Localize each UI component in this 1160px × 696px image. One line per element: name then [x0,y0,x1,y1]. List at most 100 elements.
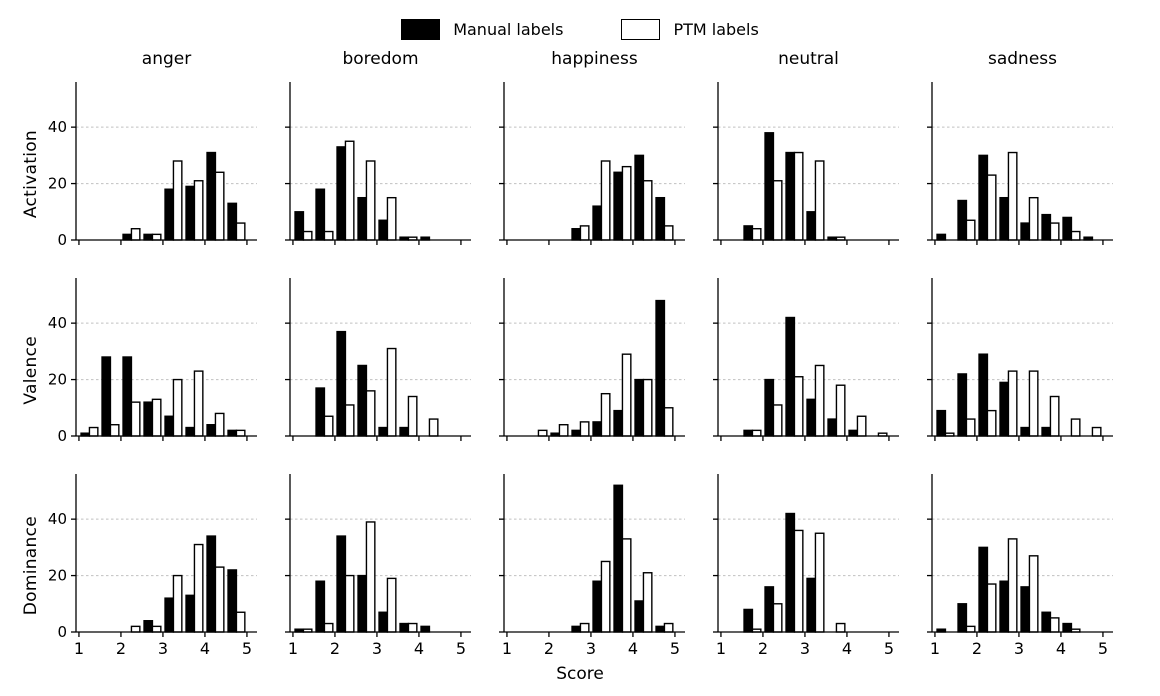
bar-manual [143,620,154,633]
bar-manual [336,146,347,241]
column-title-anger: anger [141,49,192,69]
x-tick-label: 4 [628,639,638,658]
bar-ptm [579,225,590,241]
bar-ptm [856,415,867,437]
bar-ptm [772,603,783,633]
bar-manual [936,409,947,437]
bar-manual [399,622,410,633]
bar-manual [806,211,817,241]
bar-ptm [151,398,162,437]
bar-ptm [344,574,355,633]
bar-ptm [600,392,611,437]
bar-manual [806,398,817,437]
bar-manual [764,378,775,437]
x-tick-label: 2 [116,639,126,658]
bar-manual [206,535,217,633]
x-tick-label: 4 [1056,639,1066,658]
bar-manual [378,611,389,633]
bar-ptm [214,412,225,437]
bar-manual [206,424,217,437]
bar-manual [592,580,603,633]
bar-ptm [235,222,246,241]
bar-manual [315,580,326,633]
x-tick-label: 2 [330,639,340,658]
x-tick-label: 4 [200,639,210,658]
bar-manual [357,574,368,633]
bar-manual [315,188,326,241]
bar-ptm [151,625,162,633]
subplot-valence-happiness [499,278,685,441]
bar-manual [999,580,1010,633]
bar-ptm [235,611,246,633]
bar-manual [143,401,154,437]
bar-ptm [835,622,846,633]
y-tick-label: 40 [48,118,67,136]
bar-ptm [751,429,762,437]
bar-manual [1041,213,1052,241]
x-tick-label: 3 [800,639,810,658]
legend-item-manual: Manual labels [401,18,564,40]
bar-manual [957,199,968,241]
bar-manual [613,409,624,437]
bar-ptm [365,160,376,241]
bar-manual [571,625,582,633]
row-label-cell-activation: Activation [14,76,48,272]
bar-ptm [214,566,225,633]
bar-ptm [600,560,611,633]
x-tick-label: 3 [1014,639,1024,658]
corner-spacer [14,46,48,76]
manual-labels-swatch-icon [401,18,441,40]
x-tick-label: 1 [716,639,726,658]
bar-ptm [814,364,825,437]
bar-manual [613,171,624,241]
bar-manual [978,546,989,633]
x-tick-label: 3 [586,639,596,658]
bar-manual [957,373,968,437]
bar-manual [399,426,410,437]
bar-ptm [621,538,632,633]
bar-ptm [109,424,120,437]
x-tick-label: 1 [930,639,940,658]
bar-manual [785,316,796,437]
subplot-activation-happiness [499,82,685,245]
bar-manual [634,154,645,241]
manual-legend-label: Manual labels [453,19,564,39]
bar-ptm [663,225,674,241]
bar-ptm [344,404,355,437]
bar-ptm [965,418,976,437]
column-title-sadness: sadness [987,49,1057,69]
x-tick-label: 5 [242,639,252,658]
bar-ptm [579,421,590,437]
bar-ptm [172,378,183,437]
bar-ptm [558,424,569,437]
bar-manual [634,600,645,633]
bar-manual [571,228,582,241]
bar-ptm [663,407,674,437]
bar-ptm [172,574,183,633]
bar-ptm [663,622,674,633]
bar-ptm [386,196,397,241]
bar-ptm [793,529,804,633]
bar-manual [592,421,603,437]
bar-ptm [193,180,204,241]
bar-manual [420,625,431,633]
bar-manual [764,586,775,633]
bar-manual [1041,426,1052,437]
bar-ptm [88,426,99,437]
subplot-dominance-boredom: 1 2 3 4 5 [285,474,471,658]
bar-manual [315,387,326,437]
bar-manual [164,597,175,633]
bar-manual [613,484,624,633]
legend: Manual labels PTM labels [0,0,1160,46]
column-title-neutral: neutral [778,49,839,69]
bar-ptm [772,404,783,437]
bar-manual [206,151,217,241]
bar-manual [999,381,1010,437]
y-tick-label: 0 [57,623,67,641]
bar-ptm [1028,555,1039,633]
column-title-boredom: boredom [342,49,419,69]
x-tick-label: 5 [1098,639,1108,658]
bar-ptm [1070,230,1081,241]
bar-manual [592,205,603,241]
